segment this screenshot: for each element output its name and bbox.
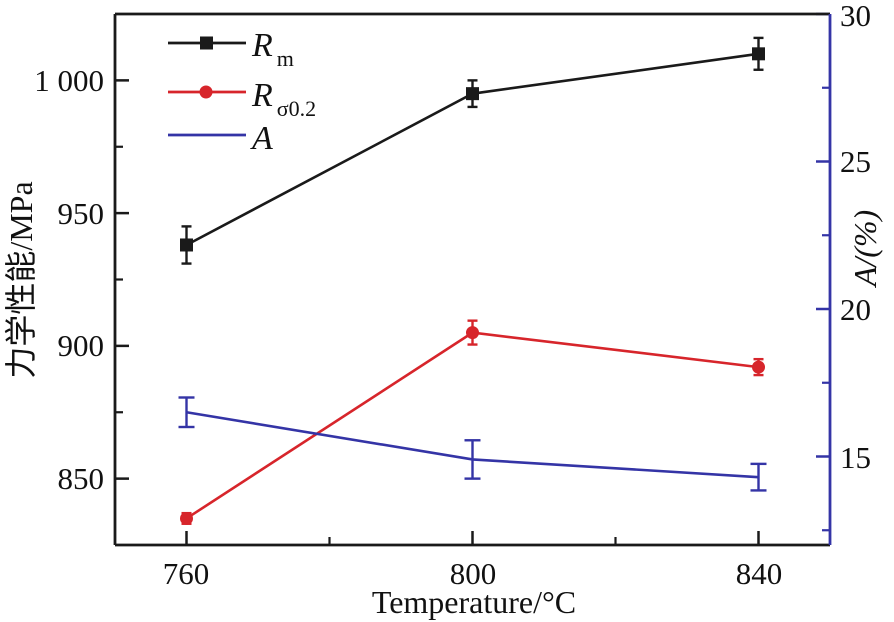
right-axis-title: A/(%) bbox=[847, 210, 883, 288]
left-tick-label-1000: 1 000 bbox=[34, 63, 104, 98]
right-tick-label-20: 20 bbox=[840, 292, 871, 327]
x-tick-label-840: 840 bbox=[736, 556, 783, 591]
x-tick-label-800: 800 bbox=[450, 556, 497, 591]
legend-label-rsigma-sub: σ0.2 bbox=[277, 96, 316, 121]
legend-label-rm-main: R bbox=[251, 27, 273, 64]
legend-label-rsigma-main: R bbox=[251, 77, 273, 114]
circle-marker bbox=[466, 326, 479, 340]
legend-label-a: A bbox=[250, 120, 273, 157]
right-tick-label-15: 15 bbox=[840, 440, 871, 475]
left-tick-label-950: 950 bbox=[58, 196, 105, 231]
legend-circle-marker bbox=[199, 85, 213, 99]
series-line-A bbox=[186, 410, 759, 479]
legend-label-a-main: A bbox=[250, 120, 273, 157]
square-marker bbox=[180, 238, 193, 252]
x-tick-label-760: 760 bbox=[163, 556, 210, 591]
legend-square-marker bbox=[200, 36, 213, 50]
legend-label-rm: R m bbox=[251, 27, 294, 71]
left-tick-label-900: 900 bbox=[58, 328, 105, 363]
right-tick-label-30: 30 bbox=[840, 0, 871, 33]
legend-label-rm-sub: m bbox=[277, 46, 294, 71]
square-marker bbox=[752, 47, 765, 61]
legend-label-rsigma: R σ0.2 bbox=[251, 77, 316, 121]
plot-area bbox=[113, 12, 832, 547]
square-marker bbox=[466, 87, 479, 101]
left-axis-title: 力学性能/MPa bbox=[3, 181, 39, 378]
series-Rsigma02 bbox=[168, 85, 765, 525]
left-tick-label-850: 850 bbox=[58, 461, 105, 496]
series-A bbox=[168, 133, 767, 492]
x-axis-title: Temperature/°C bbox=[372, 584, 576, 620]
circle-marker bbox=[752, 360, 765, 374]
right-tick-label-25: 25 bbox=[840, 144, 871, 179]
series-Rm bbox=[168, 36, 765, 265]
circle-marker bbox=[180, 511, 193, 525]
